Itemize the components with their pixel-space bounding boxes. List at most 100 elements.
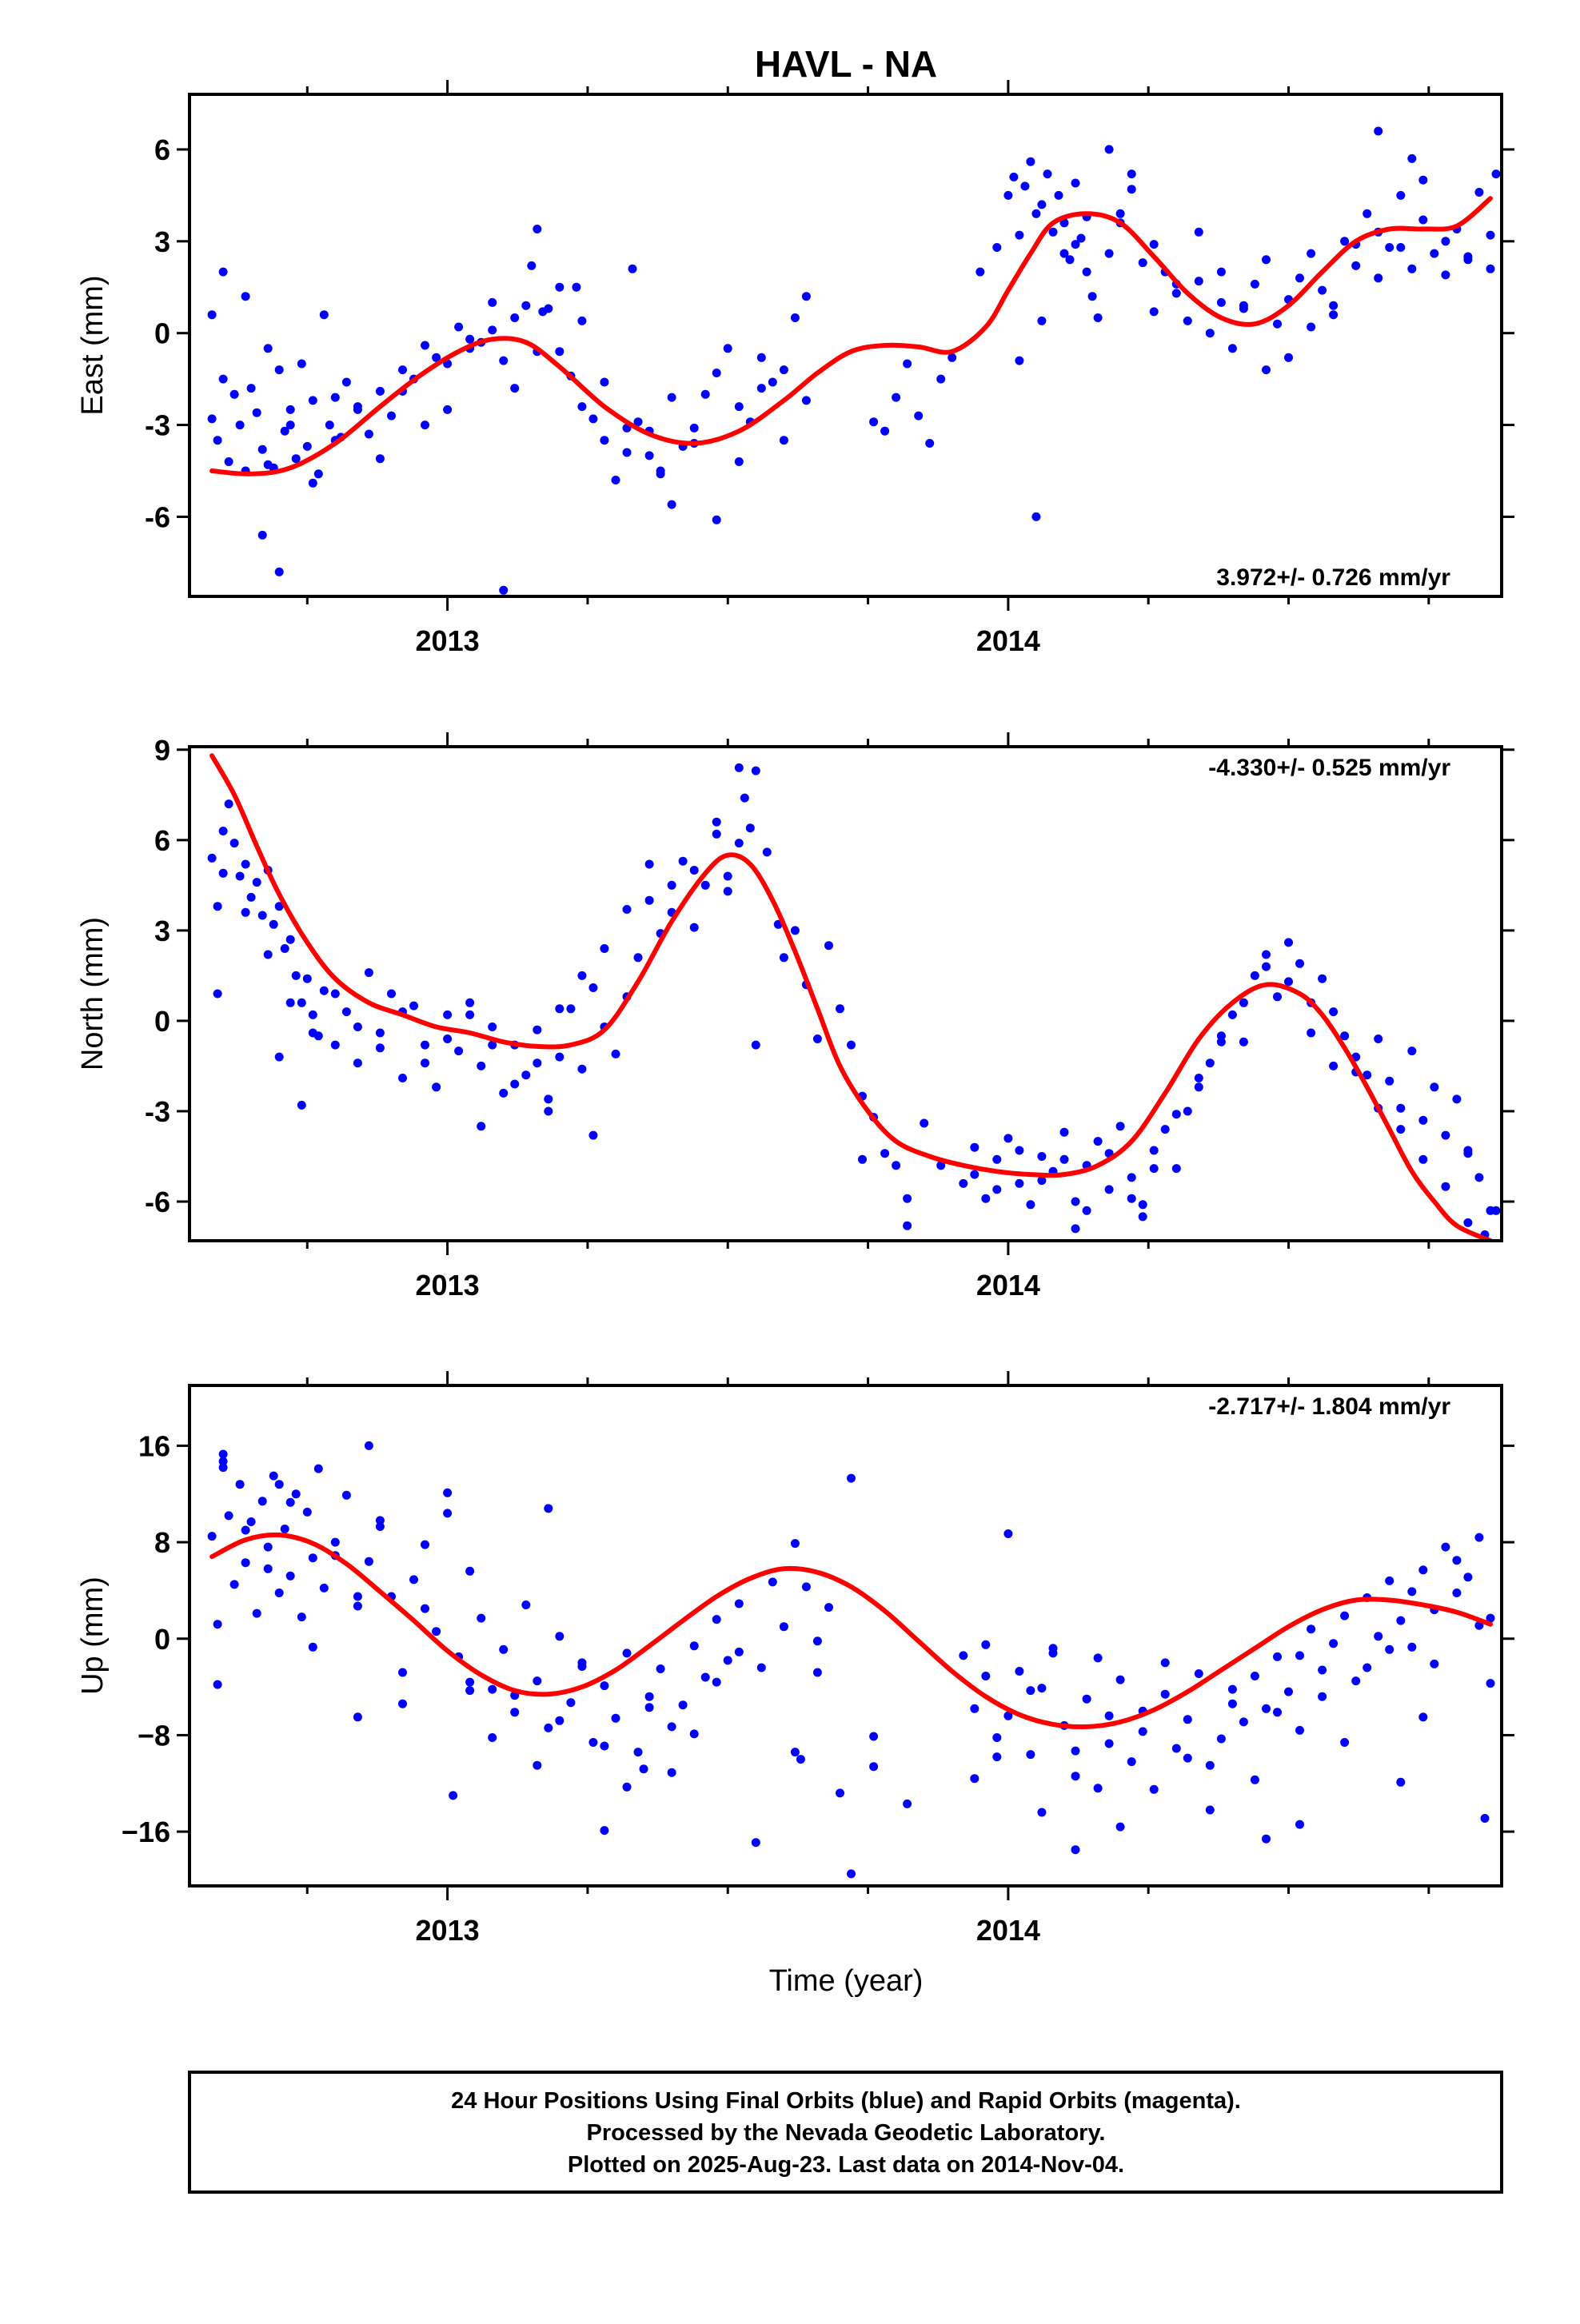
up-data-point	[1295, 1725, 1304, 1735]
up-data-point	[297, 1612, 306, 1622]
north-data-point	[1318, 974, 1327, 983]
north-data-point	[353, 1022, 362, 1031]
north-data-point	[1082, 1206, 1091, 1215]
east-data-point	[213, 436, 222, 445]
north-data-point	[477, 1061, 486, 1070]
up-data-point	[477, 1613, 486, 1623]
north-data-point	[1138, 1200, 1147, 1210]
north-data-point	[297, 1100, 306, 1110]
east-data-point	[1418, 215, 1428, 225]
north-data-point	[302, 974, 312, 983]
up-data-point	[353, 1601, 362, 1611]
up-data-point	[992, 1752, 1002, 1762]
east-data-point	[1273, 319, 1282, 329]
north-data-point	[308, 1028, 317, 1038]
east-data-point	[1149, 307, 1159, 317]
north-data-point	[213, 902, 222, 911]
up-data-point	[600, 1741, 609, 1751]
east-data-point	[1430, 249, 1439, 258]
up-data-point	[398, 1699, 407, 1708]
up-data-point	[1205, 1760, 1215, 1770]
north-data-point	[1452, 1094, 1462, 1104]
up-data-point	[1104, 1739, 1114, 1748]
up-data-point	[1239, 1717, 1248, 1727]
north-data-point	[510, 1079, 520, 1089]
north-data-point	[1205, 1058, 1215, 1068]
east-x-tick-label: 2013	[416, 624, 480, 657]
up-data-point	[700, 1672, 710, 1682]
up-data-point	[207, 1532, 217, 1541]
east-data-point	[241, 292, 250, 301]
north-data-point	[723, 887, 732, 896]
east-data-point	[353, 402, 362, 412]
up-data-point	[313, 1464, 323, 1473]
east-data-point	[667, 393, 676, 402]
up-data-point	[285, 1497, 295, 1507]
east-panel: -6 -3 0 3 6 2013 2014 East (mm) 3.972+/- 0.726 m…	[76, 80, 1514, 657]
up-data-point	[644, 1692, 654, 1701]
up-data-point	[1474, 1533, 1484, 1542]
north-data-point	[836, 1004, 844, 1014]
up-data-point	[465, 1677, 475, 1687]
north-data-point	[1418, 1154, 1428, 1164]
up-data-point	[432, 1627, 441, 1636]
north-data-point	[533, 1025, 542, 1034]
up-data-point	[246, 1517, 256, 1526]
north-data-point	[1149, 1164, 1159, 1174]
east-data-point	[700, 389, 710, 399]
up-data-point	[1273, 1652, 1282, 1661]
up-data-point	[1250, 1672, 1259, 1680]
footer-line-3: Plotted on 2025-Aug-23. Last data on 201…	[568, 2152, 1124, 2178]
north-data-point	[1284, 977, 1293, 987]
east-data-point	[734, 457, 744, 466]
east-data-point	[319, 310, 329, 320]
north-data-point	[1329, 1007, 1339, 1017]
north-data-point	[1015, 1178, 1024, 1188]
footer-line-1: 24 Hour Positions Using Final Orbits (bl…	[451, 2088, 1241, 2114]
north-data-point	[824, 941, 833, 951]
up-data-point	[263, 1564, 273, 1573]
east-data-point	[1037, 200, 1047, 209]
up-data-point	[443, 1488, 453, 1497]
up-data-point	[1385, 1576, 1394, 1585]
north-data-point	[920, 1118, 929, 1128]
up-data-point	[257, 1497, 267, 1506]
up-data-point	[224, 1511, 233, 1521]
up-data-point	[1183, 1715, 1192, 1724]
north-data-point	[678, 856, 688, 866]
up-data-point	[1452, 1589, 1462, 1597]
east-data-point	[723, 344, 732, 353]
east-data-point	[880, 426, 890, 436]
north-data-point	[274, 1052, 284, 1062]
north-data-point	[847, 1040, 856, 1050]
east-data-point	[218, 374, 228, 384]
north-rate-label: -4.330+/- 0.525 mm/yr	[1208, 755, 1450, 781]
east-data-point	[330, 393, 340, 402]
north-data-point	[364, 968, 373, 978]
up-frame	[188, 1384, 1503, 1888]
east-data-point	[291, 454, 301, 464]
north-data-point	[903, 1194, 912, 1203]
north-data-point	[600, 944, 609, 953]
north-data-point	[734, 763, 744, 772]
north-plot-area	[207, 753, 1501, 1241]
up-data-point	[712, 1615, 721, 1624]
north-y-axis-label: North (mm)	[76, 917, 110, 1070]
east-frame	[188, 93, 1503, 598]
north-data-point	[1059, 1154, 1069, 1164]
up-data-point	[229, 1580, 239, 1589]
east-data-point	[527, 261, 537, 270]
north-data-point	[1093, 1137, 1103, 1146]
east-data-point	[465, 334, 475, 344]
north-data-point	[224, 799, 233, 809]
east-data-point	[443, 405, 453, 414]
east-data-point	[313, 469, 323, 479]
up-data-point	[465, 1566, 475, 1576]
east-data-point	[510, 313, 520, 322]
east-data-point	[936, 374, 946, 384]
east-data-point	[224, 457, 233, 466]
up-data-point	[566, 1698, 576, 1708]
east-data-point	[1474, 188, 1484, 197]
north-data-point	[1127, 1173, 1136, 1182]
north-data-point	[521, 1070, 531, 1080]
